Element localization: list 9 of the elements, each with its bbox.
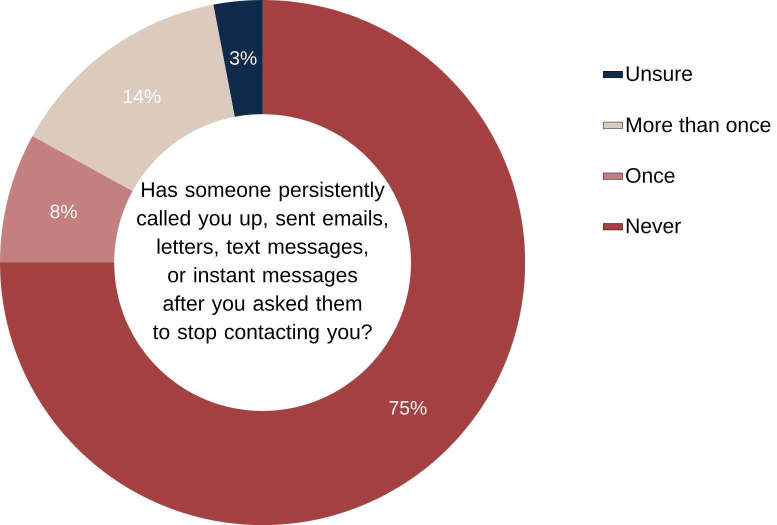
- legend-label: Never: [626, 218, 681, 234]
- legend-label: Unsure: [626, 66, 692, 82]
- data-label: 14%: [124, 90, 160, 104]
- legend-label: More than once: [626, 116, 770, 132]
- legend-label: Once: [626, 168, 674, 183]
- data-label: 8%: [50, 204, 77, 218]
- data-label: 3%: [230, 51, 257, 65]
- data-label: 75%: [390, 401, 427, 415]
- text: Has someone persistently called you up, sent emails, letters, text messages, or instant messages after you asked them to stop contacting you?: [137, 182, 387, 344]
